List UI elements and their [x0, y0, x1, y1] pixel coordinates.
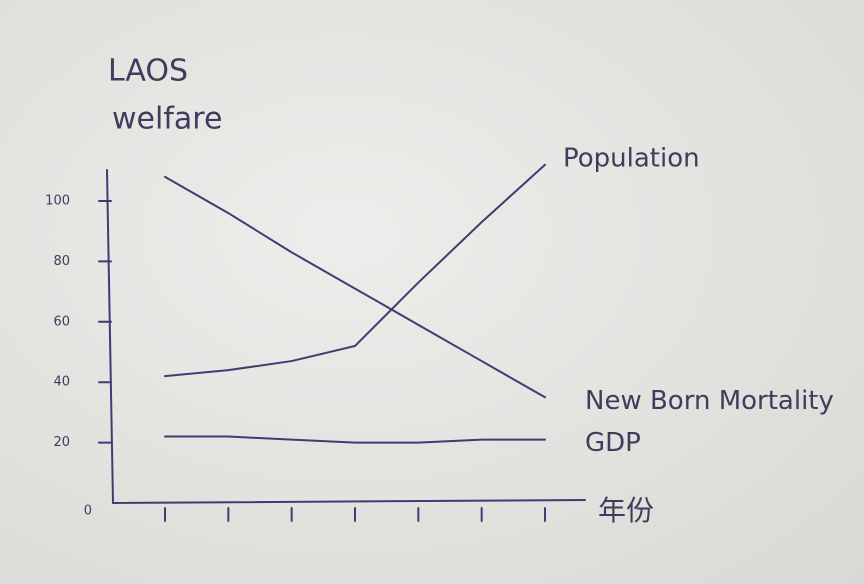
series-label: GDP	[585, 428, 641, 458]
series-line	[164, 175, 546, 399]
x-axis-label: 年份	[598, 494, 654, 527]
y-tick-label: 100	[45, 194, 70, 209]
y-axis	[106, 169, 114, 504]
series-label: Population	[563, 143, 700, 173]
series-label: New Born Mortality	[585, 386, 834, 416]
y-tick-label: 0	[84, 504, 92, 519]
series-line	[164, 435, 546, 444]
chart-title: LAOS	[108, 54, 188, 89]
x-axis	[112, 499, 586, 504]
chart-title: welfare	[112, 102, 222, 137]
y-tick-label: 60	[53, 314, 70, 329]
y-tick-label: 80	[53, 254, 70, 269]
y-tick-label: 20	[53, 435, 70, 450]
series-line	[164, 163, 546, 378]
y-tick-label: 40	[53, 375, 70, 390]
